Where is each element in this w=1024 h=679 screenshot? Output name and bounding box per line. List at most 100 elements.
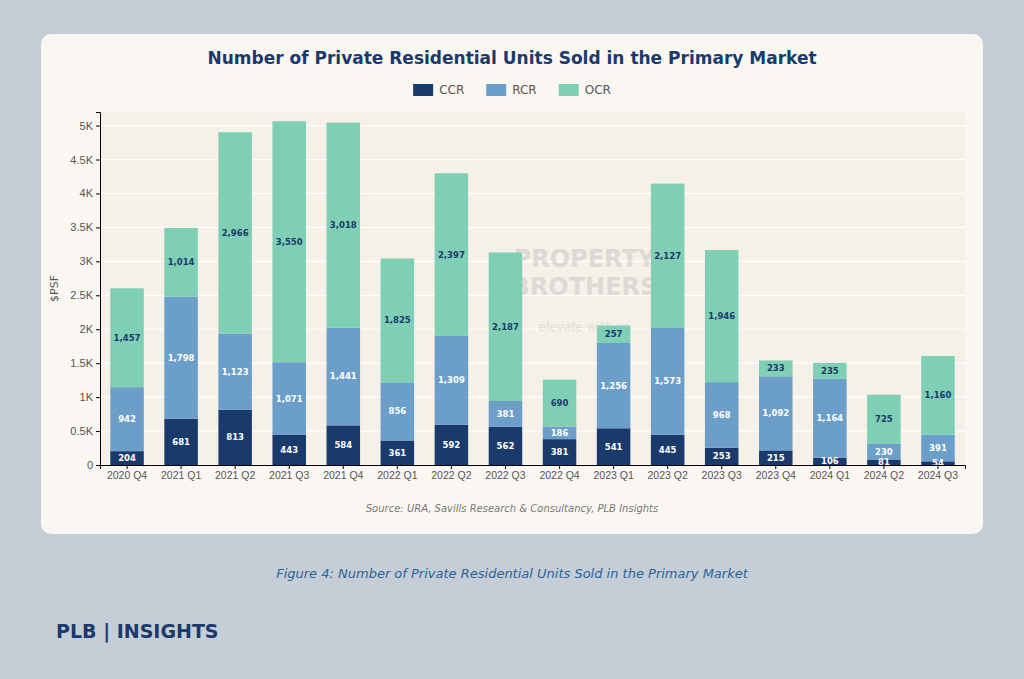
data-label: 253 [713, 451, 731, 461]
y-tick-mark [96, 465, 100, 466]
y-tick-label: 5K [80, 120, 94, 132]
x-tick-mark [181, 465, 182, 469]
data-label: 1,441 [330, 371, 357, 381]
y-tick-mark [96, 329, 100, 330]
y-tick: 1.5K [70, 357, 100, 369]
data-label: 813 [226, 432, 244, 442]
bar [543, 439, 577, 465]
legend-label: CCR [439, 83, 464, 97]
data-label: 1,164 [816, 413, 843, 423]
data-label: 443 [280, 445, 298, 455]
x-tick: 2024 Q3 [918, 465, 958, 481]
y-tick-label: 0.5K [70, 425, 93, 437]
bar [272, 121, 306, 362]
x-tick: 2023 Q2 [648, 465, 688, 481]
legend: CCRRCROCR [413, 83, 611, 97]
data-label: 215 [767, 453, 785, 463]
x-tick-mark [451, 465, 452, 469]
bar [921, 356, 955, 435]
y-tick-mark [96, 397, 100, 398]
y-tick-mark [96, 160, 100, 161]
y-tick-mark [96, 431, 100, 432]
watermark-text: PROPERTY [514, 245, 656, 273]
data-label: 1,092 [762, 408, 789, 418]
data-label: 1,256 [600, 381, 627, 391]
x-tick-label: 2021 Q4 [323, 469, 363, 481]
bar [813, 379, 847, 458]
x-tick-label: 2023 Q1 [593, 469, 633, 481]
x-tick: 2023 Q3 [702, 465, 742, 481]
bar [705, 448, 739, 465]
y-tick-label: 3K [80, 255, 94, 267]
bar [759, 450, 793, 465]
bar [705, 382, 739, 448]
data-label: 381 [551, 447, 569, 457]
data-label: 257 [605, 329, 623, 339]
bar [327, 328, 361, 426]
y-axis-line [96, 113, 101, 466]
data-label: 1,946 [708, 311, 735, 321]
y-tick: 5K [80, 120, 100, 132]
bar [164, 297, 198, 419]
legend-swatch [413, 84, 433, 96]
page-background [0, 0, 1024, 679]
watermark-text: BROTHERS [512, 273, 658, 301]
bar [164, 228, 198, 297]
data-label: 391 [929, 443, 947, 453]
bar [272, 362, 306, 435]
x-tick-mark [343, 465, 344, 469]
bar [110, 288, 144, 387]
x-tick-mark [397, 465, 398, 469]
x-tick-label: 2021 Q3 [269, 469, 309, 481]
legend-swatch [559, 84, 579, 96]
data-label: 690 [551, 398, 569, 408]
y-tick: 0.5K [70, 425, 100, 437]
y-tick: 3.5K [70, 221, 100, 233]
x-tick-mark [937, 465, 938, 469]
y-tick-mark [96, 227, 100, 228]
data-label: 204 [118, 453, 136, 463]
y-tick: 4K [80, 187, 100, 199]
data-label: 1,014 [168, 257, 195, 267]
title: Number of Private Residential Units Sold… [207, 48, 816, 68]
y-tick: 1K [80, 391, 100, 403]
data-label: 106 [821, 456, 839, 466]
data-label: 2,127 [654, 251, 681, 261]
x-tick-mark [829, 465, 830, 469]
data-label: 381 [497, 409, 515, 419]
data-label: 1,825 [384, 315, 411, 325]
x-tick-label: 2024 Q3 [918, 469, 958, 481]
bar [867, 395, 901, 444]
y-tick-label: 4.5K [70, 154, 93, 166]
data-label: 445 [659, 445, 677, 455]
bar [813, 363, 847, 379]
bar [597, 343, 631, 428]
y-tick-label: 1K [80, 391, 94, 403]
x-tick-label: 2022 Q3 [485, 469, 525, 481]
x-tick-mark [613, 465, 614, 469]
data-label: 361 [388, 448, 406, 458]
bar [110, 451, 144, 465]
data-label: 54 [932, 458, 944, 468]
x-tick-label: 2024 Q2 [864, 469, 904, 481]
y-tick-mark [96, 126, 100, 127]
y-tick: 0 [87, 459, 100, 471]
bar [435, 173, 469, 336]
y-tick: 4.5K [70, 154, 100, 166]
x-tick-mark [289, 465, 290, 469]
bar [218, 410, 252, 465]
legend-item: RCR [486, 83, 536, 97]
y-tick-mark [96, 261, 100, 262]
x-tick: 2020 Q4 [107, 465, 147, 481]
x-tick: 2021 Q1 [161, 465, 201, 481]
x-tick: 2023 Q1 [593, 465, 633, 481]
bar [597, 428, 631, 465]
x-tick-mark [127, 465, 128, 469]
bar [327, 123, 361, 328]
x-tick-label: 2022 Q4 [539, 469, 579, 481]
bar [489, 253, 523, 401]
x-tick: 2021 Q4 [323, 465, 363, 481]
x-tick-mark [775, 465, 776, 469]
data-label: 942 [118, 414, 136, 424]
x-axis: 2020 Q42021 Q12021 Q22021 Q32021 Q42022 … [101, 465, 966, 481]
